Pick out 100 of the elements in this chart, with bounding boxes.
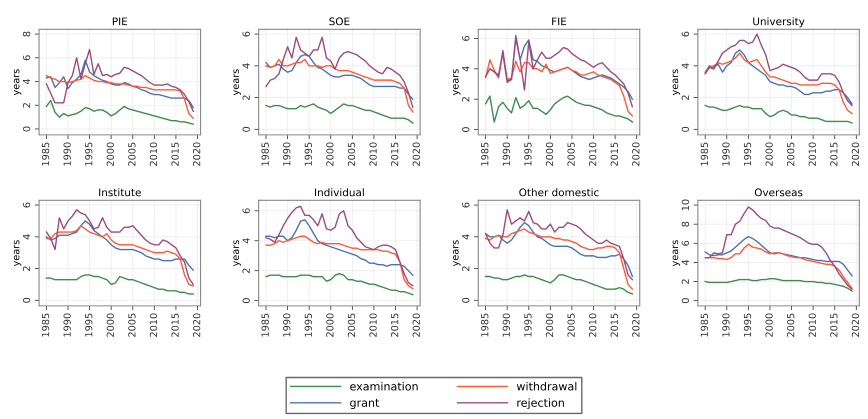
x-tick-label: 2015 [830,142,838,166]
x-tick-label: 2000 [765,313,773,337]
x-tick-label: 2010 [150,313,158,337]
x-tick-label: 2000 [106,142,114,166]
line-series [46,225,194,287]
y-tick-label: 6 [462,202,470,208]
line-series [484,95,634,123]
x-tick-label: 2010 [369,142,377,166]
line-series [484,274,634,295]
x-tick-label: 2000 [546,313,554,337]
chart-title: FIE [552,18,566,26]
x-tick-label: 1990 [283,142,290,166]
x-tick-label: 2005 [348,142,356,166]
line-series [265,58,414,113]
y-tick-label: 4 [462,234,470,240]
y-tick-label: 0 [242,126,250,132]
x-tick-label: 1985 [42,314,50,336]
x-tick-label: 1985 [42,142,50,166]
y-tick-label: 2 [22,266,30,271]
x-tick-label: 1990 [502,313,510,336]
x-tick-label: 1995 [524,142,532,166]
x-tick-label: 2000 [765,142,773,166]
line-series [704,49,853,105]
x-tick-label: 2010 [369,313,377,337]
x-tick-label: 2015 [390,314,398,337]
y-tick-label: 8 [22,32,30,37]
y-tick-label: 10 [682,200,690,210]
x-tick-label: 2020 [632,313,640,337]
x-tick-label: 2005 [567,314,575,337]
line-series [46,48,194,112]
line-series [46,274,194,295]
line-series [46,209,194,286]
y-tick-label: 0 [22,298,30,303]
y-axis-title: years [672,240,680,266]
x-tick-label: 2005 [128,314,136,337]
x-tick-label: 2000 [326,313,334,337]
x-tick-label: 2005 [787,314,794,337]
line-series [46,74,194,119]
line-series [704,236,853,276]
y-tick-label: 4 [682,260,689,266]
line-series [704,104,853,124]
x-tick-label: 2020 [852,142,860,166]
y-tick-label: 2 [462,97,470,102]
x-tick-label: 2015 [830,314,838,337]
line-series [704,33,853,106]
chart-title: Overseas [754,188,802,196]
x-tick-label: 1985 [481,314,488,336]
x-tick-label: 2015 [610,142,618,166]
x-tick-label: 2010 [808,313,816,337]
legend-label: withdrawal [516,382,576,391]
x-tick-label: 2005 [787,142,794,166]
x-tick-label: 1985 [700,314,708,336]
y-tick-label: 6 [242,32,250,37]
y-tick-label: 6 [22,55,30,60]
x-tick-label: 2005 [348,314,356,337]
x-tick-label: 2020 [412,313,420,337]
x-tick-label: 1990 [502,142,510,166]
y-tick-label: 0 [22,126,30,132]
y-tick-label: 2 [22,103,30,108]
x-tick-label: 1985 [261,142,269,166]
line-series [46,220,194,271]
x-tick-label: 2015 [390,142,398,166]
x-tick-label: 1985 [481,142,488,166]
line-series [265,103,414,124]
y-axis-title: years [453,69,461,96]
y-tick-label: 0 [682,298,690,304]
y-tick-label: 2 [242,95,250,100]
y-tick-label: 4 [23,234,30,240]
y-tick-label: 2 [242,268,250,274]
x-tick-label: 2010 [588,313,596,337]
x-tick-label: 2010 [150,142,158,166]
y-tick-label: 6 [22,202,30,208]
x-tick-label: 2020 [192,142,200,166]
y-tick-label: 2 [682,95,689,100]
y-tick-label: 0 [462,127,470,132]
x-tick-label: 2020 [632,142,640,166]
chart-title: PIE [112,18,128,26]
legend-label: examination [350,382,418,391]
x-tick-label: 1995 [304,314,312,336]
legend-label: grant [350,398,380,409]
x-tick-label: 1990 [722,142,730,166]
y-tick-label: 2 [462,266,470,271]
x-tick-label: 2000 [326,142,334,166]
y-axis-title: years [233,69,241,96]
chart-title: SOE [329,17,350,26]
y-tick-label: 0 [242,298,250,304]
x-tick-label: 2005 [128,142,136,166]
y-axis-title: years [672,69,680,96]
x-tick-label: 2000 [106,313,114,337]
y-tick-label: 6 [462,36,470,41]
y-tick-label: 6 [682,240,690,246]
chart-title: Institute [99,188,141,196]
x-tick-label: 1995 [304,142,312,166]
line-series [704,278,853,292]
line-series [484,228,634,290]
line-series [265,272,414,296]
y-axis-title: years [453,240,461,266]
line-series [484,209,634,280]
y-tick-label: 4 [682,63,689,68]
x-tick-label: 1990 [63,142,71,166]
